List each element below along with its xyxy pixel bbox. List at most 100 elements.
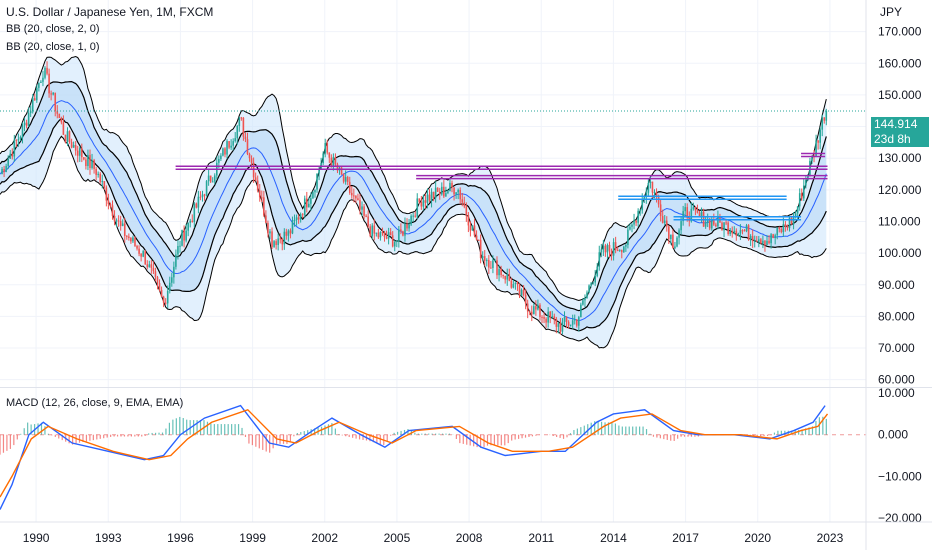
candle-body (645, 192, 648, 198)
candle-body (195, 203, 198, 208)
candle-body (727, 222, 729, 235)
candle-body (672, 234, 674, 249)
candle-body (492, 260, 494, 269)
candle-body (150, 264, 153, 268)
bb-legend-1std[interactable]: BB (20, close, 1, 0) (6, 41, 100, 53)
candle-body (181, 229, 183, 246)
last-price-badge: 144.914 (871, 117, 929, 132)
candle-body (445, 193, 447, 197)
candle-body (733, 230, 736, 234)
candle-body (745, 225, 748, 232)
candle-body (191, 220, 194, 223)
candle-body (557, 323, 560, 327)
candle-body (692, 207, 695, 209)
candle-body (66, 131, 69, 142)
candle-body (113, 215, 116, 222)
candle-body (490, 267, 492, 269)
bb-upper-2 (0, 55, 827, 302)
candle-body (115, 220, 118, 222)
currency-label: JPY (880, 5, 902, 19)
candle-body (596, 266, 599, 276)
candle-body (213, 175, 216, 182)
candle-body (283, 231, 286, 245)
candle-body (154, 271, 157, 277)
candle-body (166, 290, 169, 304)
candle-body (500, 269, 502, 276)
candle-body (179, 245, 181, 247)
candle-body (379, 232, 382, 238)
candle-body (600, 249, 603, 253)
candle-body (164, 302, 167, 304)
candle-body (355, 195, 357, 199)
candle-body (218, 158, 220, 163)
candle-body (357, 198, 359, 201)
candle-body (541, 316, 543, 318)
x-tick-label: 1990 (23, 531, 50, 545)
candle-body (64, 134, 67, 142)
candle-body (524, 294, 527, 304)
candle-body (753, 240, 756, 242)
candle-body (252, 162, 255, 178)
candle-body (778, 227, 781, 230)
candle-body (438, 191, 441, 195)
candle-body (823, 117, 826, 121)
candle-body (426, 194, 429, 203)
candle-body (398, 229, 400, 241)
candle-body (811, 155, 813, 161)
candle-body (226, 141, 228, 155)
candle-body (199, 196, 202, 198)
candle-body (694, 207, 697, 211)
candle-body (1, 169, 3, 175)
candle-body (803, 185, 805, 199)
candle-body (265, 215, 267, 223)
candle-body (553, 316, 556, 319)
candle-body (87, 154, 89, 167)
candle-body (504, 275, 506, 280)
candle-body (717, 216, 719, 227)
y-tick-label: 60.000 (878, 373, 915, 387)
candle-body (670, 234, 672, 240)
candle-body (770, 234, 772, 244)
candle-body (222, 148, 224, 156)
candle-body (101, 181, 104, 183)
candle-body (573, 319, 576, 321)
candle-body (402, 231, 404, 236)
candle-body (533, 306, 535, 315)
candle-body (762, 240, 764, 244)
candle-body (440, 186, 443, 195)
candle-body (408, 224, 410, 229)
candle-body (197, 196, 200, 208)
x-tick-label: 2020 (744, 531, 771, 545)
candle-body (224, 148, 226, 155)
candle-body (25, 122, 28, 126)
candle-body (788, 217, 791, 229)
x-tick-label: 2002 (311, 531, 338, 545)
candle-body (760, 239, 762, 244)
candle-body (383, 232, 386, 238)
candle-body (588, 285, 590, 293)
candle-body (203, 194, 206, 196)
macd-legend[interactable]: MACD (12, 26, close, 9, EMA, EMA) (6, 397, 184, 409)
candle-body (121, 223, 124, 226)
macd-y-tick-label: −20.000 (878, 511, 922, 525)
y-tick-label: 160.000 (878, 56, 922, 70)
candle-body (729, 230, 731, 235)
candle-body (488, 260, 490, 268)
candle-body (704, 222, 707, 227)
candle-body (561, 321, 564, 332)
candle-body (44, 67, 46, 78)
candle-body (279, 238, 282, 240)
candle-body (72, 144, 75, 148)
candle-body (134, 237, 136, 246)
candle-body (99, 173, 102, 182)
candle-body (700, 211, 703, 217)
candle-body (606, 244, 609, 253)
candle-body (821, 117, 824, 130)
candle-body (455, 192, 457, 195)
candle-body (297, 217, 300, 220)
candle-body (698, 212, 701, 217)
horizontal-levels (0, 110, 866, 221)
bb-legend-2std[interactable]: BB (20, close, 2, 0) (6, 23, 100, 35)
candle-body (594, 275, 596, 283)
